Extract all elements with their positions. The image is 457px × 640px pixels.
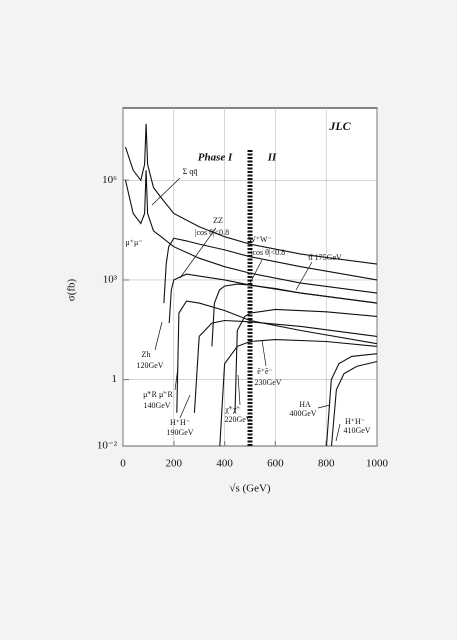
curve [330, 360, 378, 447]
annotation: μ⁺μ⁻ [125, 238, 142, 247]
annotation: tt̄ 175GeV [308, 253, 342, 262]
annotation: 220GeV [224, 415, 251, 424]
y-tick-label: 10⁻² [97, 440, 118, 452]
y-tick-label: 10³ [103, 273, 118, 285]
arrow [179, 394, 191, 419]
arrow [151, 177, 181, 206]
annotation: W⁺W⁻ [248, 235, 272, 244]
arrow [295, 261, 313, 291]
curve [211, 283, 378, 347]
chart-title: JLC [328, 119, 351, 133]
arrow [317, 404, 331, 409]
curve [234, 308, 378, 413]
arrow [154, 321, 163, 351]
annotation: Zh [142, 350, 151, 359]
x-tick-label: 200 [166, 458, 183, 470]
x-tick-label: 0 [120, 458, 126, 470]
curve [124, 170, 378, 294]
y-tick-label: 1 [112, 373, 118, 385]
annotation: 400GeV [289, 409, 316, 418]
arrow [174, 366, 179, 391]
arrow [179, 227, 217, 279]
annotation: |cos θ|<0.8 [195, 228, 229, 237]
arrow [261, 339, 267, 367]
curve [325, 353, 378, 447]
x-tick-label: 400 [216, 458, 233, 470]
annotation: ẽ⁺ẽ⁻ [257, 367, 273, 376]
annotation: Phase I [198, 152, 233, 164]
annotation: H⁺H⁻ [170, 418, 190, 427]
annotation: 410GeV [343, 426, 370, 435]
annotation: |cos θ|<0.8 [251, 248, 285, 257]
x-tick-label: 600 [267, 458, 284, 470]
annotation: II [267, 152, 277, 164]
annotation: HA [299, 400, 311, 409]
arrow [335, 423, 341, 442]
annotation: 190GeV [166, 428, 193, 437]
curve [176, 300, 378, 413]
annotation: 120GeV [136, 361, 163, 370]
curve [163, 237, 378, 304]
annotation: μ̃⁺R μ̃⁻R [143, 390, 173, 399]
annotation: ZZ [213, 216, 223, 225]
annotation: 230GeV [254, 378, 281, 387]
x-tick-label: 800 [318, 458, 335, 470]
annotation: H⁺H⁻ [345, 417, 365, 426]
arrow [237, 374, 241, 406]
arrow [248, 259, 263, 286]
y-tick-label: 10⁶ [102, 174, 117, 186]
y-axis-label: σ(fb) [66, 278, 78, 301]
x-tick-label: 1000 [366, 458, 389, 470]
curve [219, 339, 378, 447]
curve [193, 319, 378, 413]
annotation: χ̃⁺χ̃⁻ [224, 405, 241, 414]
annotation: Σ qq̄ [183, 167, 198, 176]
annotation: 140GeV [143, 401, 170, 410]
curve [124, 123, 378, 265]
x-axis-label: √s (GeV) [229, 483, 271, 495]
